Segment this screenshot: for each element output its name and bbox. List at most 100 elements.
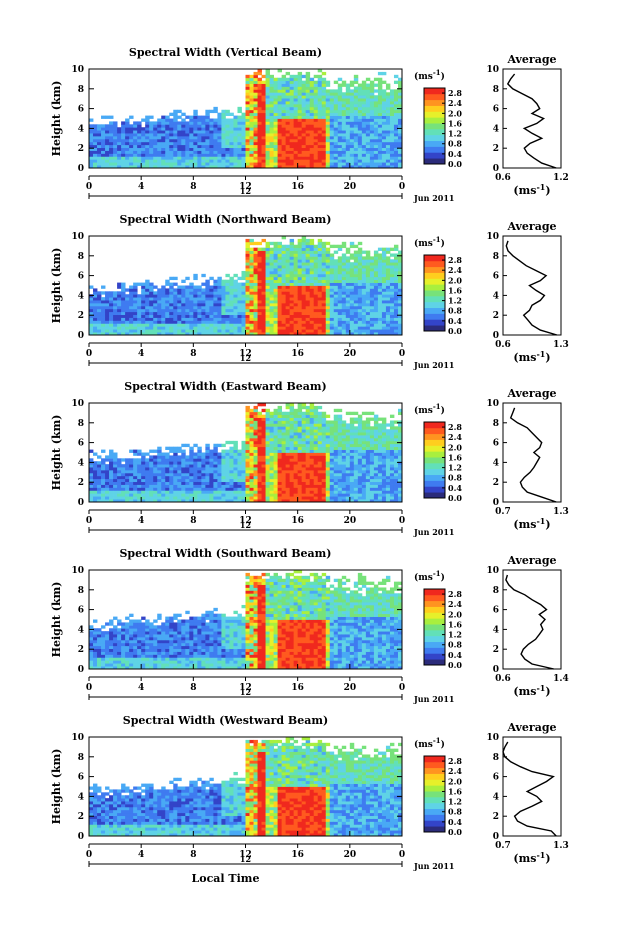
heatmap-cell — [293, 270, 299, 275]
heatmap-cell — [261, 326, 266, 330]
heatmap-cell — [285, 244, 291, 249]
heatmap-cell — [197, 458, 202, 462]
heatmap-cell — [117, 311, 122, 316]
heatmap-cell — [333, 317, 339, 321]
heatmap-cell — [397, 130, 403, 134]
heatmap-cell — [297, 276, 303, 281]
heatmap-cell — [225, 464, 230, 468]
heatmap-cell — [157, 153, 162, 157]
heatmap-cell — [345, 320, 351, 324]
heatmap-cell — [277, 496, 283, 500]
heatmap-cell — [281, 499, 287, 503]
heatmap-cell — [117, 147, 122, 151]
heatmap-cell — [397, 270, 403, 275]
heatmap-cell — [177, 127, 182, 131]
heatmap-cell — [117, 329, 122, 333]
heatmap-cell — [257, 414, 262, 418]
heatmap-cell — [269, 150, 274, 154]
heatmap-cell — [333, 320, 339, 324]
heatmap-cell — [389, 247, 395, 251]
heatmap-cell — [169, 458, 174, 462]
heatmap-cell — [205, 150, 210, 154]
heatmap-cell — [233, 138, 238, 143]
heatmap-cell — [149, 305, 154, 310]
heatmap-cell — [213, 300, 218, 304]
heatmap-cell — [181, 138, 186, 143]
y-tick-label: 6 — [78, 272, 84, 282]
heatmap-cell — [349, 144, 355, 149]
heatmap-cell — [201, 118, 206, 122]
heatmap-cell — [309, 332, 315, 336]
heatmap-cell — [361, 320, 367, 324]
heatmap-cell — [257, 103, 262, 108]
heatmap-cell — [277, 300, 283, 304]
heatmap-cell — [385, 326, 391, 330]
heatmap-cell — [273, 490, 278, 494]
heatmap-cell — [201, 478, 206, 483]
heatmap-cell — [197, 138, 202, 143]
heatmap-cell — [225, 294, 230, 298]
heatmap-cell — [229, 282, 234, 286]
colorbar-tick-label: 2.0 — [448, 275, 462, 285]
heatmap-cell — [217, 121, 222, 125]
heatmap-cell — [181, 452, 186, 456]
heatmap-cell — [197, 487, 202, 491]
heatmap-cell — [273, 291, 278, 295]
heatmap-cell — [97, 484, 102, 488]
heatmap-cell — [325, 153, 331, 157]
heatmap-cell — [265, 135, 270, 140]
heatmap-cell — [293, 95, 299, 99]
heatmap-cell — [269, 311, 274, 316]
heatmap-cell — [313, 317, 319, 321]
heatmap-cell — [321, 150, 327, 154]
heatmap-cell — [353, 153, 359, 157]
heatmap-cell — [189, 464, 194, 468]
heatmap-cell — [121, 285, 126, 289]
profile-x-unit: (ms-1) — [513, 182, 550, 197]
heatmap-cell — [189, 159, 194, 163]
heatmap-cell — [193, 144, 198, 149]
heatmap-cell — [253, 475, 258, 480]
heatmap-cell — [361, 270, 367, 275]
heatmap-cell — [213, 162, 218, 166]
heatmap-cell — [117, 156, 122, 160]
heatmap-cell — [353, 98, 359, 102]
heatmap-cell — [165, 311, 170, 316]
heatmap-cell — [169, 141, 174, 146]
heatmap-cell — [285, 449, 291, 453]
heatmap-cell — [373, 109, 379, 114]
heatmap-cell — [353, 127, 359, 131]
heatmap-cell — [253, 458, 258, 462]
heatmap-cell — [301, 270, 307, 275]
heatmap-cell — [101, 323, 106, 327]
heatmap-cell — [161, 297, 166, 301]
heatmap-cell — [181, 165, 186, 169]
heatmap-cell — [253, 282, 258, 286]
heatmap-cell — [357, 253, 363, 257]
heatmap-cell — [297, 121, 303, 125]
heatmap-cell — [165, 481, 170, 485]
heatmap-cell — [349, 141, 355, 146]
heatmap-cell — [169, 487, 174, 491]
heatmap-cell — [137, 332, 142, 336]
heatmap-cell — [225, 487, 230, 491]
heatmap-cell — [277, 429, 283, 433]
heatmap-cell — [213, 121, 218, 125]
heatmap-cell — [269, 481, 274, 485]
heatmap-cell — [197, 452, 202, 456]
heatmap-cell — [185, 490, 190, 494]
heatmap-cell — [261, 133, 266, 137]
heatmap-cell — [309, 127, 315, 131]
heatmap-cell — [165, 156, 170, 160]
heatmap-cell — [225, 478, 230, 483]
heatmap-cell — [89, 302, 94, 307]
heatmap-cell — [165, 118, 170, 122]
heatmap-cell — [321, 288, 327, 292]
heatmap-cell — [89, 144, 94, 149]
heatmap-cell — [129, 461, 134, 465]
heatmap-cell — [177, 159, 182, 163]
heatmap-cell — [293, 282, 299, 286]
heatmap-cell — [165, 461, 170, 465]
heatmap-cell — [129, 475, 134, 480]
heatmap-cell — [313, 141, 319, 146]
